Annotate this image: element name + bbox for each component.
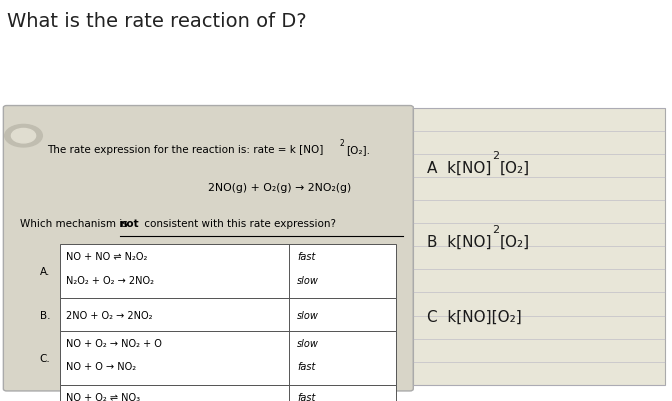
Bar <box>60 385 396 401</box>
Text: not: not <box>120 219 139 229</box>
Text: B.: B. <box>40 310 50 320</box>
Text: NO + O₂ ⇌ NO₃: NO + O₂ ⇌ NO₃ <box>66 392 140 401</box>
Text: 2NO(g) + O₂(g) → 2NO₂(g): 2NO(g) + O₂(g) → 2NO₂(g) <box>208 182 351 192</box>
Text: B  k[NO]: B k[NO] <box>427 235 491 249</box>
Text: 2: 2 <box>339 138 344 147</box>
Bar <box>60 245 396 299</box>
Text: fast: fast <box>297 252 315 262</box>
Text: A.: A. <box>40 267 50 277</box>
Circle shape <box>11 129 36 144</box>
Text: consistent with this rate expression?: consistent with this rate expression? <box>141 219 336 229</box>
Text: fast: fast <box>297 392 315 401</box>
Text: slow: slow <box>297 310 319 320</box>
Text: NO + O₂ → NO₂ + O: NO + O₂ → NO₂ + O <box>66 338 162 348</box>
Text: C  k[NO][O₂]: C k[NO][O₂] <box>427 309 521 324</box>
Bar <box>60 331 396 385</box>
Text: 2: 2 <box>493 225 500 235</box>
Text: [O₂]: [O₂] <box>499 235 530 249</box>
Text: N₂O₂ + O₂ → 2NO₂: N₂O₂ + O₂ → 2NO₂ <box>66 275 154 285</box>
Circle shape <box>5 125 42 148</box>
Text: fast: fast <box>297 361 315 371</box>
Text: [O₂].: [O₂]. <box>346 144 370 154</box>
Text: NO + NO ⇌ N₂O₂: NO + NO ⇌ N₂O₂ <box>66 252 147 262</box>
FancyBboxPatch shape <box>3 106 413 391</box>
Text: C.: C. <box>40 353 50 363</box>
Text: 2: 2 <box>493 150 500 160</box>
Text: A  k[NO]: A k[NO] <box>427 160 491 175</box>
Text: slow: slow <box>297 275 319 285</box>
Text: The rate expression for the reaction is: rate = k [NO]: The rate expression for the reaction is:… <box>47 144 323 154</box>
Text: What is the rate reaction of D?: What is the rate reaction of D? <box>7 12 306 31</box>
Text: Which mechanism is: Which mechanism is <box>20 219 131 229</box>
Text: slow: slow <box>297 338 319 348</box>
Text: NO + O → NO₂: NO + O → NO₂ <box>66 361 136 371</box>
Text: [O₂]: [O₂] <box>499 160 530 175</box>
Bar <box>413 108 665 385</box>
Bar <box>60 299 396 331</box>
Text: 2NO + O₂ → 2NO₂: 2NO + O₂ → 2NO₂ <box>66 310 153 320</box>
